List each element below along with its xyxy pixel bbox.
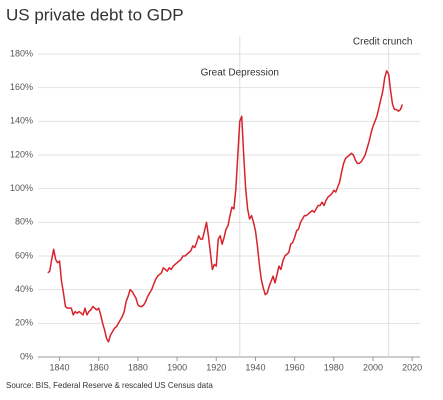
x-tick-label: 1900 <box>167 362 187 372</box>
y-tick-label: 120% <box>10 149 33 159</box>
chart-title: US private debt to GDP <box>6 5 184 24</box>
y-tick-label: 100% <box>10 183 33 193</box>
x-tick-label: 1960 <box>285 362 305 372</box>
x-tick-label: 1920 <box>206 362 226 372</box>
y-tick-label: 180% <box>10 48 33 58</box>
x-tick-label: 1980 <box>324 362 344 372</box>
y-tick-label: 20% <box>15 318 33 328</box>
y-tick-label: 0% <box>20 351 33 361</box>
x-tick-label: 1840 <box>50 362 70 372</box>
y-tick-label: 60% <box>15 250 33 260</box>
y-tick-label: 80% <box>15 217 33 227</box>
annotation: Great Depression <box>201 68 279 79</box>
y-tick-label: 160% <box>10 82 33 92</box>
source: Source: BIS, Federal Reserve & rescaled … <box>6 381 213 390</box>
x-tick-label: 1940 <box>245 362 265 372</box>
x-tick-label: 1880 <box>128 362 148 372</box>
x-tick-label: 2000 <box>363 362 383 372</box>
line <box>47 70 404 343</box>
x-tick-label: 1860 <box>89 362 109 372</box>
y-tick-label: 40% <box>15 284 33 294</box>
y-tick-label: 140% <box>10 116 33 126</box>
x-tick-label: 2020 <box>402 362 422 372</box>
annotation: Credit crunch <box>353 37 412 48</box>
